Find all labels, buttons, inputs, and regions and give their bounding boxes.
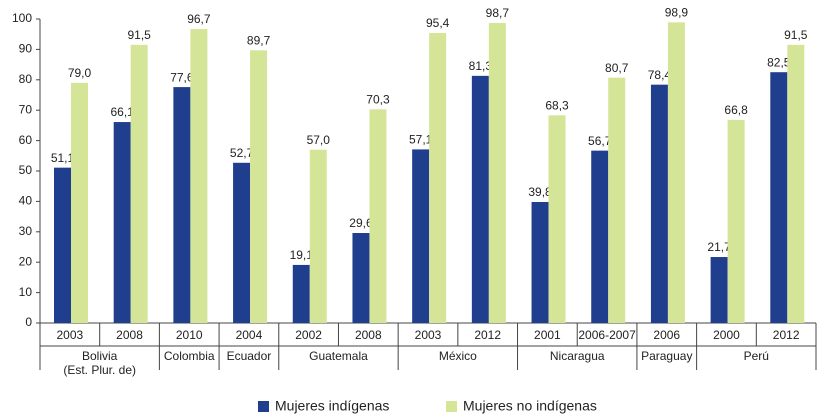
value-label: 95,4 [426,16,450,30]
value-label: 78,4 [648,68,672,82]
x-tick-label: 2001 [534,328,561,342]
bar [54,167,71,323]
x-tick-label: 2006 [653,328,680,342]
value-label: 91,5 [784,28,808,42]
value-label: 66,8 [724,103,748,117]
bar [71,82,88,323]
group-label: Paraguay [641,349,692,363]
legend-label: Mujeres no indígenas [463,398,597,414]
bar [727,119,745,323]
group-note: (Est. Plur. de) [63,363,136,377]
x-tick-label: 2008 [116,328,143,342]
legend-swatch [258,401,269,412]
y-tick-label: 30 [19,224,33,238]
group-label: Guatemala [309,349,368,363]
group-label: Nicaragua [550,349,605,363]
value-label: 82,5 [767,55,791,69]
bar [591,150,609,323]
value-label: 39,8 [528,185,552,199]
bar [113,122,131,323]
value-label: 19,1 [290,248,314,262]
bar [770,72,788,323]
bar [233,162,251,323]
value-label: 29,6 [349,216,373,230]
bar [309,149,327,323]
y-tick-label: 50 [19,163,33,177]
value-label: 66,1 [111,105,135,119]
value-label: 52,7 [230,146,254,160]
y-tick-label: 70 [19,102,33,116]
value-label: 56,7 [588,134,612,148]
group-label: Perú [744,349,769,363]
bar [369,109,387,324]
bar [608,77,626,323]
bar [531,202,549,323]
y-tick-label: 40 [19,194,33,208]
x-tick-label: 2004 [236,328,263,342]
value-label: 21,7 [707,240,731,254]
x-tick-label: 2002 [295,328,322,342]
bar [787,44,805,324]
x-tick-label: 2003 [56,328,83,342]
bar [429,32,447,323]
value-label: 77,6 [170,70,194,84]
value-label: 57,0 [307,133,331,147]
value-label: 80,7 [605,61,629,75]
bar [471,75,489,324]
value-label: 98,9 [665,6,689,20]
legend-label: Mujeres indígenas [275,398,389,414]
bar [292,264,310,323]
x-tick-label: 2012 [773,328,800,342]
y-tick-label: 0 [25,315,32,329]
group-label: Bolivia [82,349,118,363]
bar [352,233,370,323]
value-label: 91,5 [128,28,152,42]
value-label: 81,3 [469,59,493,73]
value-label: 57,1 [409,133,433,147]
bar [667,22,685,324]
bar [412,149,430,323]
value-label: 70,3 [366,92,390,106]
bar [173,87,191,323]
bar [710,257,728,323]
y-tick-label: 10 [19,285,33,299]
bar [130,44,148,324]
y-tick-label: 100 [12,11,32,25]
group-label: Ecuador [227,349,272,363]
y-tick-label: 90 [19,42,33,56]
x-tick-label: 2010 [176,328,203,342]
bar [548,115,566,323]
legend-swatch [446,401,457,412]
x-tick-label: 2000 [713,328,740,342]
bar [250,50,268,323]
group-label: Colombia [164,349,215,363]
x-tick-label: 2003 [415,328,442,342]
bar [488,22,506,324]
x-tick-label: 2012 [474,328,501,342]
x-tick-label: 2008 [355,328,382,342]
y-tick-label: 20 [19,254,33,268]
value-label: 51,1 [51,151,75,165]
group-label: México [439,349,477,363]
value-label: 89,7 [247,33,271,47]
bar [650,84,668,323]
x-tick-label: 2006-2007 [578,328,636,342]
y-tick-label: 80 [19,72,33,86]
bar [190,29,208,323]
value-label: 68,3 [545,99,569,113]
value-label: 79,0 [68,66,92,80]
y-tick-label: 60 [19,133,33,147]
value-label: 98,7 [486,6,510,20]
value-label: 96,7 [187,12,211,26]
